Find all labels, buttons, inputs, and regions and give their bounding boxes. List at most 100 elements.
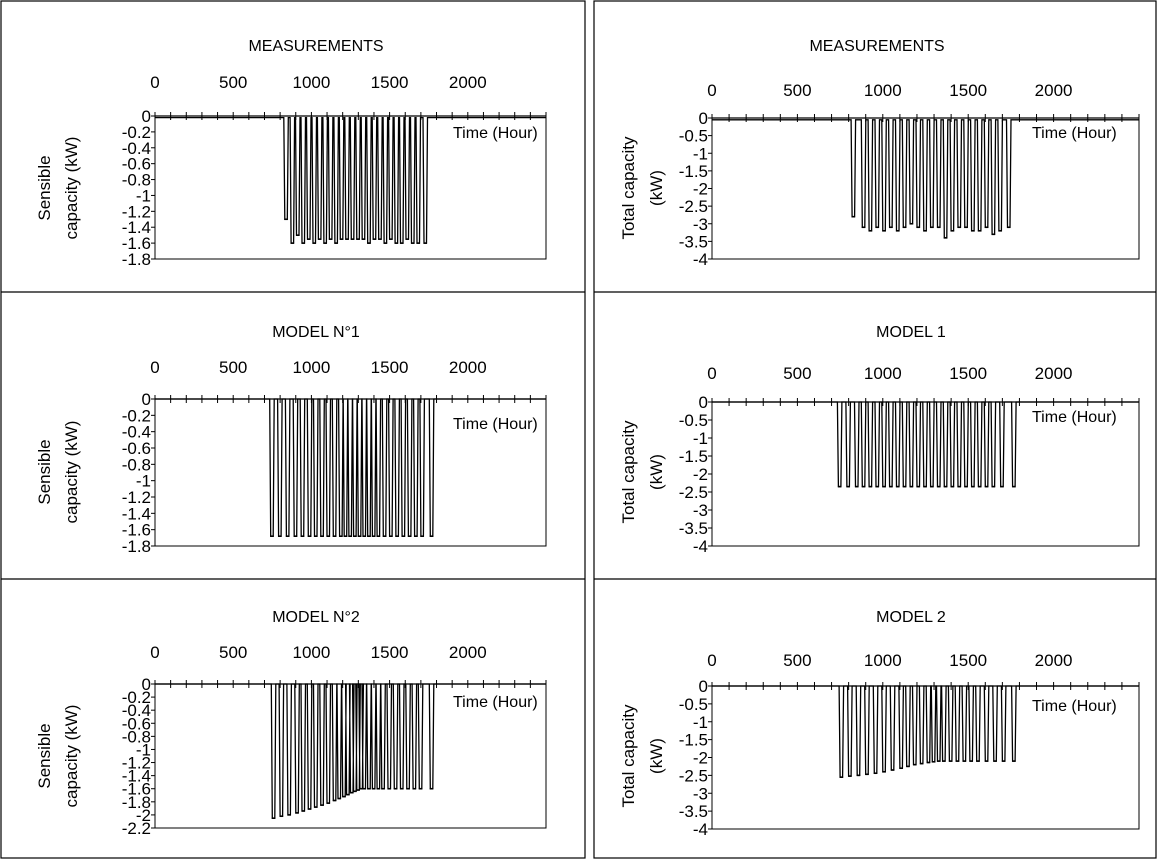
x-tick-label: 0 <box>707 364 716 383</box>
y-tick-label: -2.2 <box>122 819 151 838</box>
x-axis-label: Time (Hour) <box>1032 125 1117 142</box>
y-axis-label: capacity (kW) <box>62 137 81 240</box>
y-tick-label: -1.2 <box>122 754 151 773</box>
x-axis-label: Time (Hour) <box>453 416 538 433</box>
chart-title: MODEL N°2 <box>272 609 360 626</box>
y-tick-label: -3 <box>693 784 708 803</box>
chart-title: MODEL 2 <box>876 609 946 626</box>
y-axis-label: (kW) <box>647 170 666 206</box>
y-axis-label: (kW) <box>647 454 666 490</box>
y-tick-label: -0.8 <box>122 727 151 746</box>
y-tick-label: -0.5 <box>679 695 708 714</box>
x-tick-label: 1000 <box>292 643 330 662</box>
x-tick-label: 0 <box>150 358 159 377</box>
x-tick-label: 500 <box>219 643 247 662</box>
x-tick-label: 1000 <box>864 651 902 670</box>
x-tick-label: 2000 <box>1035 651 1073 670</box>
x-tick-label: 0 <box>707 651 716 670</box>
y-tick-label: -1.2 <box>122 488 151 507</box>
y-tick-label: -0.6 <box>122 439 151 458</box>
x-minor-ticks <box>711 114 1140 122</box>
x-tick-label: 2000 <box>449 643 487 662</box>
y-tick-label: -1.6 <box>122 780 151 799</box>
y-tick-label: -2.5 <box>679 197 708 216</box>
y-tick-label: -0.8 <box>122 171 151 190</box>
y-axis-label: Total capacity <box>619 704 638 807</box>
y-tick-label: -2 <box>693 180 708 199</box>
y-tick-label: 0 <box>699 393 708 412</box>
series-line <box>712 685 1139 778</box>
y-tick-label: -1.4 <box>122 504 151 523</box>
y-tick-label: -0.8 <box>122 455 151 474</box>
y-tick-label: 0 <box>142 675 151 694</box>
y-tick-label: -1.6 <box>122 234 151 253</box>
x-tick-label: 2000 <box>1035 364 1073 383</box>
x-axis-label: Time (Hour) <box>453 125 538 142</box>
y-tick-label: -1.6 <box>122 521 151 540</box>
chart-panel-3: MODEL N°10 500 1000 1500 20000-0.2-0.4-0.6-0… <box>35 324 547 556</box>
y-tick-label: 0 <box>699 109 708 128</box>
x-tick-label: 0 <box>150 73 159 92</box>
y-axis-label: Sensible <box>35 439 54 504</box>
y-tick-label: -0.2 <box>122 688 151 707</box>
y-tick-label: -3 <box>693 501 708 520</box>
x-tick-label: 1500 <box>371 73 409 92</box>
x-tick-label: 1500 <box>949 364 987 383</box>
x-tick-label: 500 <box>219 358 247 377</box>
y-tick-label: -1 <box>693 713 708 732</box>
y-tick-label: -0.4 <box>122 139 151 158</box>
x-tick-label: 0 <box>150 643 159 662</box>
x-tick-label: 1000 <box>864 81 902 100</box>
x-tick-label: 2000 <box>449 358 487 377</box>
x-tick-label: 1500 <box>949 81 987 100</box>
y-axis-label: Sensible <box>35 155 54 220</box>
x-tick-label: 1500 <box>371 643 409 662</box>
y-tick-label: -2 <box>693 749 708 768</box>
y-axis-label: capacity (kW) <box>62 421 81 524</box>
y-axis-label: Total capacity <box>619 136 638 239</box>
chart-title: MEASUREMENTS <box>248 38 383 55</box>
y-tick-label: -2 <box>693 465 708 484</box>
x-axis-label: Time (Hour) <box>1032 698 1117 715</box>
y-tick-label: -0.2 <box>122 406 151 425</box>
y-tick-label: -2.5 <box>679 766 708 785</box>
y-tick-label: -1 <box>136 740 151 759</box>
y-tick-label: -1.4 <box>122 767 151 786</box>
y-tick-label: -0.4 <box>122 701 151 720</box>
chart-panel-4: MODEL 10 500 1000 1500 20000-0.5-1-1.5-2-2.5… <box>619 324 1140 556</box>
y-tick-label: -1.2 <box>122 202 151 221</box>
y-tick-label: -0.4 <box>122 423 151 442</box>
y-tick-label: -4 <box>693 537 708 556</box>
x-tick-label: 500 <box>783 364 811 383</box>
y-tick-label: -0.5 <box>679 411 708 430</box>
y-tick-label: -1 <box>693 144 708 163</box>
x-tick-label: 2000 <box>449 73 487 92</box>
x-tick-label: 500 <box>783 81 811 100</box>
chart-panel-5: MODEL N°20 500 1000 1500 20000-0.2-0.4-0.6-0… <box>35 609 547 838</box>
y-tick-label: -3.5 <box>679 802 708 821</box>
y-axis-label: (kW) <box>647 738 666 774</box>
series-line <box>155 116 546 244</box>
x-tick-label: 500 <box>783 651 811 670</box>
y-tick-label: -0.2 <box>122 123 151 142</box>
x-tick-label: 500 <box>219 73 247 92</box>
x-axis-label: Time (Hour) <box>453 694 538 711</box>
y-tick-label: -4 <box>693 820 708 839</box>
y-tick-label: -4 <box>693 250 708 269</box>
chart-title: MEASUREMENTS <box>809 38 944 55</box>
x-tick-label: 0 <box>707 81 716 100</box>
y-axis-label: Total capacity <box>619 420 638 523</box>
y-tick-label: -3.5 <box>679 232 708 251</box>
x-tick-label: 2000 <box>1035 81 1073 100</box>
y-tick-label: -1 <box>693 429 708 448</box>
x-tick-label: 1500 <box>371 358 409 377</box>
y-tick-label: -1.8 <box>122 793 151 812</box>
y-tick-label: -2 <box>136 806 151 825</box>
y-tick-label: -2.5 <box>679 483 708 502</box>
y-tick-label: -1.5 <box>679 162 708 181</box>
